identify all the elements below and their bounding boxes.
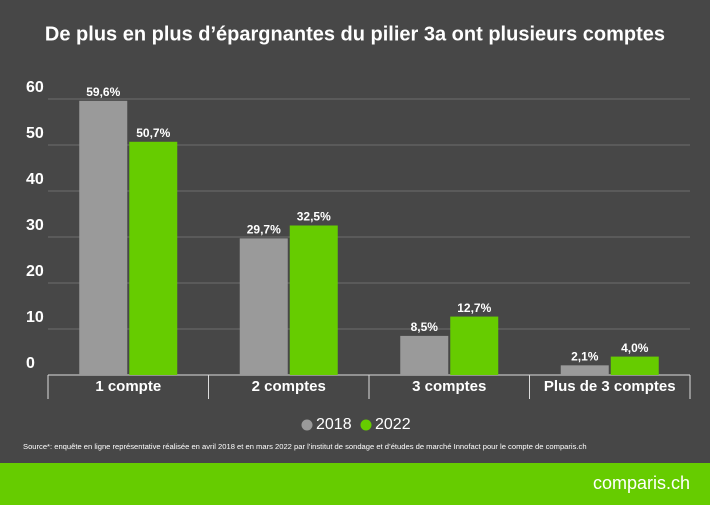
source-note: Source*: enquête en ligne représentative… xyxy=(23,442,587,451)
legend-marker xyxy=(360,419,372,431)
bar xyxy=(450,316,499,375)
bar xyxy=(610,356,659,375)
logo: comparis.ch xyxy=(593,473,690,493)
legend-label: 2018 xyxy=(316,416,352,433)
value-label: 59,6% xyxy=(86,85,120,99)
y-tick-label: 20 xyxy=(26,263,44,280)
bar xyxy=(560,365,609,375)
legend-marker xyxy=(301,419,313,431)
bar xyxy=(79,100,128,375)
y-tick-label: 10 xyxy=(26,309,44,326)
bar xyxy=(239,238,288,375)
legend-label: 2022 xyxy=(375,416,411,433)
x-tick-label: 1 compte xyxy=(95,378,161,395)
x-tick-label: 2 comptes xyxy=(252,378,326,395)
value-label: 2,1% xyxy=(571,350,599,364)
y-tick-label: 0 xyxy=(26,355,35,372)
bar xyxy=(289,225,338,375)
value-label: 50,7% xyxy=(136,126,170,140)
value-label: 32,5% xyxy=(297,210,331,224)
y-tick-label: 40 xyxy=(26,171,44,188)
value-label: 4,0% xyxy=(621,341,649,355)
y-tick-label: 60 xyxy=(26,79,44,96)
y-tick-label: 30 xyxy=(26,217,44,234)
x-tick-label: Plus de 3 comptes xyxy=(544,378,676,395)
chart-title: De plus en plus d’épargnantes du pilier … xyxy=(45,23,665,45)
value-label: 29,7% xyxy=(247,223,281,237)
footer-band xyxy=(0,463,710,505)
x-tick-label: 3 comptes xyxy=(412,378,486,395)
bar xyxy=(400,335,449,375)
bar xyxy=(129,141,178,375)
value-label: 8,5% xyxy=(411,320,439,334)
y-tick-label: 50 xyxy=(26,125,44,142)
value-label: 12,7% xyxy=(457,301,491,315)
